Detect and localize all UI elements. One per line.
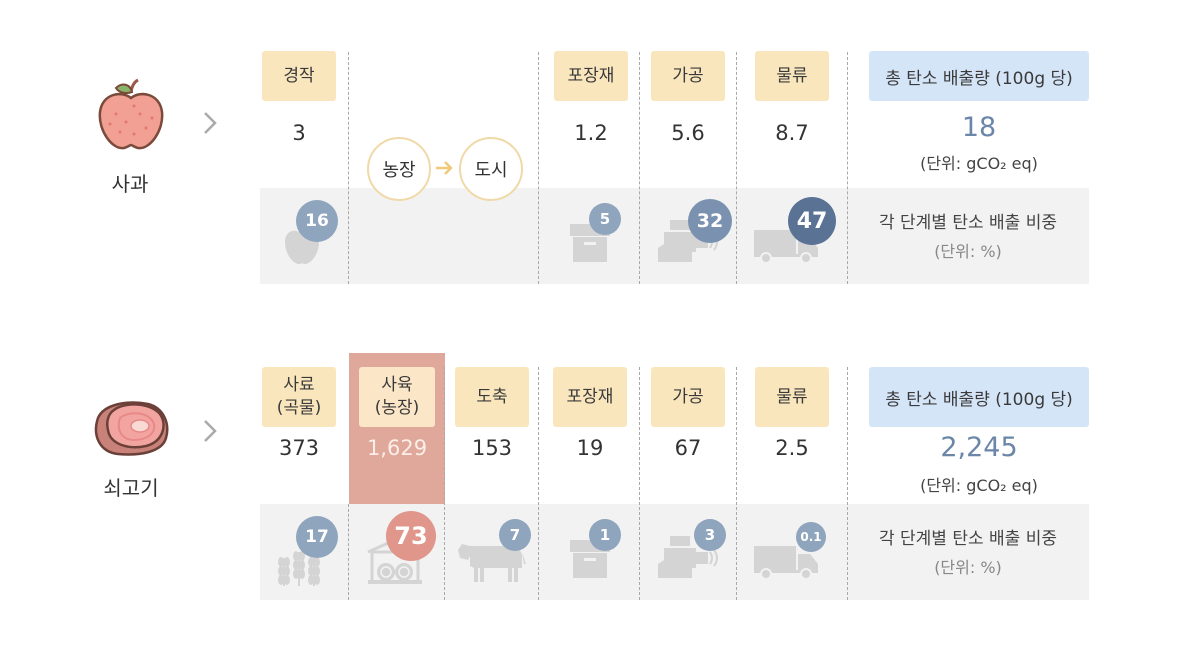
- beef-share-badge-packaging: 1: [589, 519, 621, 551]
- apple-share-unit: (단위: %): [934, 242, 1002, 261]
- beef-stage-feed-label-line1: 사료: [283, 375, 315, 396]
- truck-icon: [754, 546, 818, 580]
- divider: [538, 52, 539, 284]
- beef-stage-packaging-value: 19: [576, 436, 604, 460]
- apple-stage-processing-label: 가공: [651, 51, 725, 101]
- beef-stage-slaughter-value: 153: [471, 436, 513, 460]
- apple-stage-packaging-label: 포장재: [554, 51, 628, 101]
- beef-icon: [94, 401, 169, 456]
- beef-share-badge-logistics: 0.1: [796, 522, 826, 552]
- apple-name: 사과: [111, 172, 149, 196]
- divider: [348, 52, 349, 284]
- divider: [538, 367, 539, 600]
- city-circle: 도시: [459, 137, 523, 201]
- apple-share-badge-logistics: 47: [788, 197, 836, 245]
- beef-stage-raising-label: 사육 (농장): [359, 367, 435, 427]
- apple-total-label: 총 탄소 배출량 (100g 당): [869, 51, 1089, 101]
- beef-stage-processing-value: 67: [674, 436, 702, 460]
- apple-stage-cultivation-value: 3: [292, 121, 306, 145]
- divider: [736, 52, 737, 284]
- divider: [639, 52, 640, 284]
- beef-stage-feed-label-line2: (곡물): [276, 398, 322, 418]
- beef-share-badge-slaughter: 7: [499, 519, 531, 551]
- cow-icon: [458, 544, 526, 582]
- beef-name: 쇠고기: [103, 476, 159, 500]
- apple-total-unit: (단위: gCO₂ eq): [920, 154, 1038, 173]
- beef-total-label: 총 탄소 배출량 (100g 당): [869, 367, 1089, 427]
- divider: [348, 504, 349, 600]
- beef-stage-feed-value: 373: [278, 436, 320, 460]
- beef-stage-slaughter-label: 도축: [455, 367, 529, 427]
- beef-stage-packaging-label: 포장재: [553, 367, 627, 427]
- apple-share-badge-packaging: 5: [589, 203, 621, 235]
- beef-share-unit: (단위: %): [934, 558, 1002, 577]
- chevron-right-icon: [204, 112, 217, 134]
- apple-stage-logistics-value: 8.7: [775, 121, 809, 145]
- grinder-machine-icon: [658, 536, 718, 578]
- divider: [639, 367, 640, 600]
- apple-stage-cultivation-label: 경작: [262, 51, 336, 101]
- beef-share-badge-feed: 17: [296, 516, 338, 558]
- wheat-icon: [278, 551, 320, 586]
- apple-total-value: 18: [961, 112, 997, 143]
- divider: [444, 367, 445, 600]
- apple-share-badge-processing: 32: [688, 199, 732, 243]
- beef-share-caption: 각 단계별 탄소 배출 비중: [878, 529, 1057, 549]
- apple-share-caption: 각 단계별 탄소 배출 비중: [878, 213, 1057, 233]
- apple-stage-logistics-label: 물류: [755, 51, 829, 101]
- beef-stage-raising-label-line2: (농장): [374, 398, 420, 418]
- beef-stage-logistics-value: 2.5: [775, 436, 809, 460]
- apple-stage-packaging-value: 1.2: [574, 121, 608, 145]
- divider: [847, 52, 848, 284]
- beef-stage-logistics-label: 물류: [755, 367, 829, 427]
- divider: [847, 367, 848, 600]
- beef-stage-raising-label-line1: 사육: [381, 375, 413, 396]
- beef-share-badge-raising: 73: [386, 511, 436, 561]
- beef-share-badge-processing: 3: [694, 519, 726, 551]
- apple-share-badge-cultivation: 16: [296, 200, 338, 242]
- beef-total-value: 2,245: [940, 432, 1018, 463]
- apple-stage-processing-value: 5.6: [671, 121, 705, 145]
- beef-stage-raising-value: 1,629: [366, 436, 428, 460]
- beef-stage-feed-label: 사료 (곡물): [262, 367, 336, 427]
- chevron-right-icon: [204, 420, 217, 442]
- beef-stage-processing-label: 가공: [651, 367, 725, 427]
- arrow-right-icon: [436, 161, 453, 175]
- divider: [736, 367, 737, 600]
- apple-icon: [98, 78, 164, 150]
- farm-circle: 농장: [367, 137, 431, 201]
- beef-total-unit: (단위: gCO₂ eq): [920, 476, 1038, 495]
